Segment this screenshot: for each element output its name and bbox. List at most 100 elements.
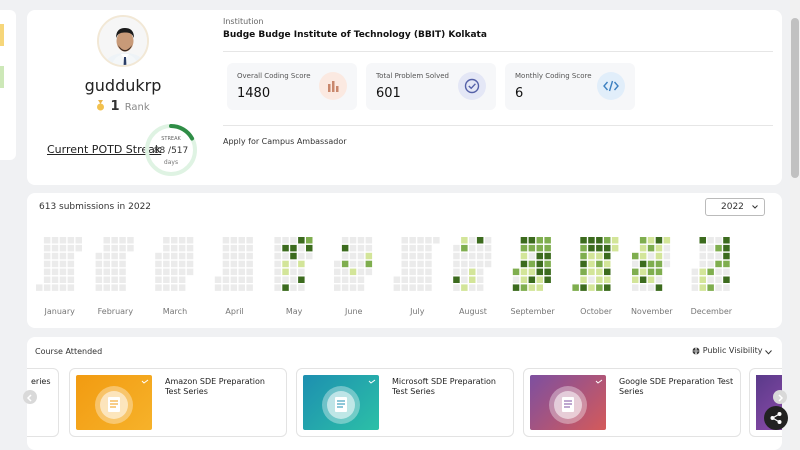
heatmap-cell[interactable] [163, 260, 170, 268]
heatmap-cell[interactable] [528, 268, 536, 276]
heatmap-cell[interactable] [59, 252, 67, 260]
heatmap-cell[interactable] [699, 276, 707, 284]
heatmap-cell[interactable] [632, 276, 639, 284]
heatmap-cell[interactable] [274, 260, 281, 268]
heatmap-cell[interactable] [476, 260, 484, 268]
heatmap-cell[interactable] [290, 252, 297, 260]
heatmap-cell[interactable] [274, 268, 281, 276]
heatmap-cell[interactable] [401, 237, 409, 244]
heatmap-cell[interactable] [723, 244, 730, 252]
heatmap-cell[interactable] [715, 276, 722, 284]
heatmap-cell[interactable] [246, 276, 253, 284]
heatmap-cell[interactable] [520, 252, 528, 260]
heatmap-cell[interactable] [222, 276, 230, 284]
heatmap-cell[interactable] [186, 260, 194, 268]
heatmap-cell[interactable] [588, 284, 595, 291]
heatmap-cell[interactable] [512, 284, 520, 291]
heatmap-cell[interactable] [409, 244, 416, 252]
heatmap-cell[interactable] [119, 244, 126, 252]
heatmap-cell[interactable] [341, 276, 349, 284]
heatmap-cell[interactable] [632, 252, 639, 260]
heatmap-cell[interactable] [230, 237, 238, 244]
heatmap-cell[interactable] [639, 268, 647, 276]
heatmap-cell[interactable] [699, 252, 707, 260]
heatmap-cell[interactable] [632, 284, 639, 291]
heatmap-cell[interactable] [186, 268, 194, 276]
heatmap-cell[interactable] [596, 260, 603, 268]
heatmap-cell[interactable] [707, 284, 714, 291]
heatmap-cell[interactable] [588, 237, 595, 244]
heatmap-cell[interactable] [349, 268, 357, 276]
heatmap-cell[interactable] [536, 276, 544, 284]
heatmap-cell[interactable] [246, 252, 253, 260]
heatmap-cell[interactable] [178, 252, 186, 260]
heatmap-cell[interactable] [580, 252, 587, 260]
heatmap-cell[interactable] [171, 276, 178, 284]
heatmap-cell[interactable] [357, 284, 365, 291]
heatmap-cell[interactable] [290, 276, 297, 284]
course-card[interactable]: Google SDE Preparation Test Series [523, 368, 741, 437]
heatmap-cell[interactable] [409, 268, 416, 276]
heatmap-cell[interactable] [484, 244, 492, 252]
heatmap-cell[interactable] [111, 276, 118, 284]
heatmap-cell[interactable] [290, 237, 297, 244]
heatmap-cell[interactable] [171, 260, 178, 268]
heatmap-cell[interactable] [127, 244, 134, 252]
heatmap-cell[interactable] [611, 244, 619, 252]
heatmap-cell[interactable] [119, 252, 126, 260]
heatmap-cell[interactable] [520, 244, 528, 252]
heatmap-cell[interactable] [596, 237, 603, 244]
heatmap-cell[interactable] [95, 276, 103, 284]
heatmap-cell[interactable] [604, 268, 611, 276]
heatmap-cell[interactable] [588, 268, 595, 276]
heatmap-cell[interactable] [520, 268, 528, 276]
heatmap-cell[interactable] [111, 284, 118, 291]
heatmap-cell[interactable] [155, 284, 162, 291]
heatmap-cell[interactable] [246, 237, 253, 244]
heatmap-cell[interactable] [536, 284, 544, 291]
heatmap-cell[interactable] [425, 252, 432, 260]
heatmap-cell[interactable] [178, 284, 186, 291]
heatmap-cell[interactable] [401, 260, 409, 268]
heatmap-cell[interactable] [163, 237, 170, 244]
heatmap-cell[interactable] [357, 260, 365, 268]
heatmap-cell[interactable] [95, 268, 103, 276]
heatmap-cell[interactable] [51, 252, 59, 260]
heatmap-cell[interactable] [282, 244, 289, 252]
heatmap-cell[interactable] [230, 260, 238, 268]
heatmap-cell[interactable] [349, 260, 357, 268]
heatmap-cell[interactable] [111, 237, 118, 244]
heatmap-cell[interactable] [647, 276, 655, 284]
heatmap-cell[interactable] [639, 237, 647, 244]
potd-streak-link[interactable]: Current POTD Streak [47, 143, 162, 156]
heatmap-cell[interactable] [365, 252, 373, 260]
heatmap-cell[interactable] [596, 252, 603, 260]
heatmap-cell[interactable] [715, 252, 722, 260]
heatmap-cell[interactable] [274, 252, 281, 260]
heatmap-cell[interactable] [663, 260, 671, 268]
heatmap-cell[interactable] [222, 260, 230, 268]
heatmap-cell[interactable] [715, 244, 722, 252]
heatmap-cell[interactable] [484, 237, 492, 244]
heatmap-cell[interactable] [723, 276, 730, 284]
heatmap-cell[interactable] [596, 244, 603, 252]
heatmap-cell[interactable] [453, 252, 460, 260]
heatmap-cell[interactable] [417, 237, 424, 244]
heatmap-cell[interactable] [103, 276, 111, 284]
heatmap-cell[interactable] [536, 260, 544, 268]
heatmap-cell[interactable] [171, 237, 178, 244]
heatmap-cell[interactable] [544, 252, 551, 260]
heatmap-cell[interactable] [461, 252, 468, 260]
heatmap-cell[interactable] [453, 268, 460, 276]
heatmap-cell[interactable] [604, 237, 611, 244]
heatmap-cell[interactable] [663, 237, 671, 244]
heatmap-cell[interactable] [461, 268, 468, 276]
heatmap-cell[interactable] [417, 284, 424, 291]
heatmap-cell[interactable] [365, 268, 373, 276]
heatmap-cell[interactable] [425, 284, 432, 291]
heatmap-cell[interactable] [365, 237, 373, 244]
heatmap-cell[interactable] [341, 268, 349, 276]
heatmap-cell[interactable] [290, 244, 297, 252]
heatmap-cell[interactable] [365, 244, 373, 252]
heatmap-cell[interactable] [274, 284, 281, 291]
